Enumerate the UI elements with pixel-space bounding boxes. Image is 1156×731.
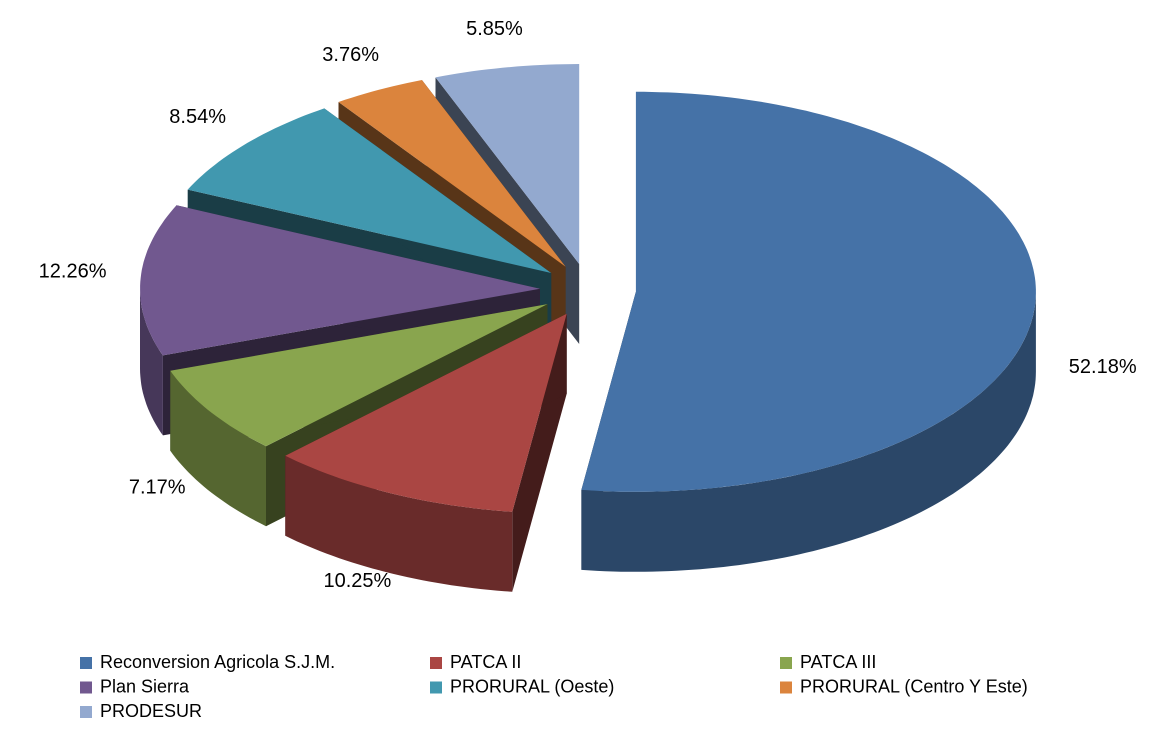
legend-label: PRODESUR — [100, 701, 202, 721]
slice-wall — [140, 288, 163, 436]
slice-top — [581, 91, 1036, 492]
legend-label: PATCA II — [450, 652, 521, 672]
legend-swatch — [780, 681, 792, 694]
legend-label: PRORURAL (Centro Y Este) — [800, 676, 1028, 696]
legend-swatch — [430, 657, 442, 669]
slice-top — [140, 205, 540, 356]
slice-top — [170, 304, 548, 447]
data-label: 7.17% — [129, 477, 186, 499]
slice-wall — [170, 370, 266, 527]
slice-wall — [285, 455, 513, 592]
data-label: 12.26% — [39, 261, 107, 283]
slice-top — [285, 313, 567, 512]
legend-swatch — [80, 706, 92, 718]
legend-swatch — [780, 657, 792, 669]
slice-wall — [581, 291, 1036, 572]
legend-label: Plan Sierra — [100, 676, 190, 696]
data-label: 52.18% — [1069, 356, 1137, 378]
data-label: 5.85% — [466, 18, 523, 40]
legend-swatch — [80, 657, 92, 669]
slice — [285, 313, 567, 592]
slice — [581, 91, 1036, 572]
slice-top — [338, 80, 566, 267]
legend-swatch — [80, 681, 92, 694]
data-label: 10.25% — [323, 570, 391, 592]
data-label: 8.54% — [169, 106, 226, 128]
slice-top — [435, 64, 580, 264]
data-label: 3.76% — [322, 44, 379, 66]
slice-top — [187, 108, 552, 274]
legend-label: Reconversion Agricola S.J.M. — [100, 652, 335, 672]
legend-label: PRORURAL (Oeste) — [450, 676, 614, 696]
legend-swatch — [430, 681, 442, 694]
legend-label: PATCA III — [800, 652, 876, 672]
